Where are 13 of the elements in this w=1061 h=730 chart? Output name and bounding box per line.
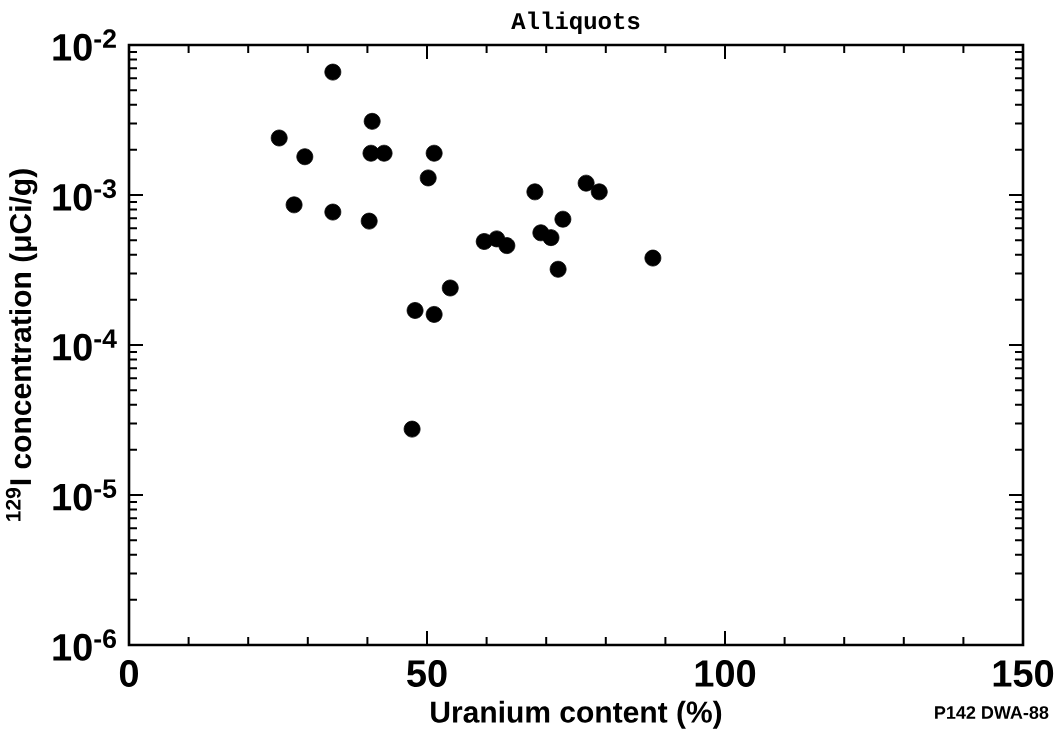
x-tick-label: 150 — [993, 660, 1054, 687]
x-tick-label: 50 — [407, 660, 447, 687]
chart-title: Alliquots — [511, 11, 640, 34]
text: P142 DWA-88 — [935, 706, 1049, 719]
y-axis-title: $^{129}$I concentration (μCi/g) — [5, 169, 38, 521]
y-tick-label: 10$^{-5}$ — [53, 479, 117, 511]
x-tick-label: 100 — [695, 660, 756, 687]
y-tick-label: 10$^{-6}$ — [53, 629, 116, 661]
y-tick-label: 10$^{-2}$ — [53, 29, 116, 61]
y-tick-label: 10$^{-3}$ — [53, 179, 116, 211]
x-axis-title: Uranium content (%) — [431, 700, 722, 729]
y-tick-label: 10$^{-4}$ — [53, 329, 117, 361]
x-tick-label: 0 — [119, 660, 139, 687]
